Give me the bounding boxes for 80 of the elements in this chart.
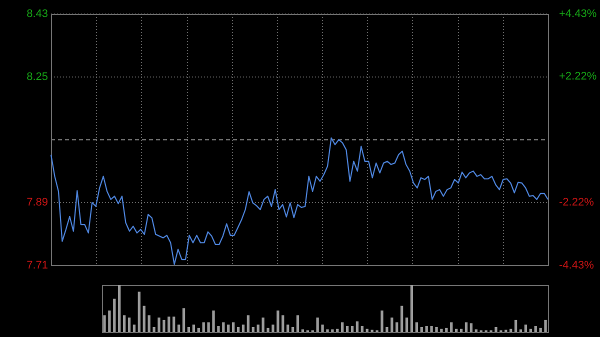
bar xyxy=(435,326,438,332)
bar xyxy=(132,324,136,332)
y2-tick-label: +2.22% xyxy=(559,70,597,83)
y2-tick-label: +4.43% xyxy=(559,8,597,20)
bar xyxy=(122,315,126,332)
bar xyxy=(331,329,334,332)
bar xyxy=(158,318,160,332)
bar xyxy=(440,328,443,332)
bar xyxy=(187,326,190,332)
bar xyxy=(514,320,518,332)
bar xyxy=(445,328,448,332)
bar xyxy=(396,322,398,332)
bar xyxy=(534,326,537,332)
y-tick-label: 7.89 xyxy=(26,196,48,209)
bar xyxy=(222,322,225,332)
y-tick-label: 7.71 xyxy=(26,259,48,272)
bar xyxy=(380,310,384,332)
bar xyxy=(172,316,176,332)
bar xyxy=(113,298,116,332)
bar xyxy=(108,310,111,332)
bar xyxy=(252,326,254,332)
bar xyxy=(142,306,146,332)
bar xyxy=(177,324,180,332)
bar xyxy=(168,316,170,332)
bar xyxy=(162,320,166,332)
bar xyxy=(152,326,156,332)
bar xyxy=(262,318,264,332)
bar xyxy=(296,315,300,332)
bar xyxy=(256,324,260,332)
bar xyxy=(276,310,280,332)
bar xyxy=(326,329,329,332)
bar xyxy=(197,328,200,332)
bar xyxy=(350,326,354,332)
y-tick-label: 8.25 xyxy=(26,70,48,83)
bar xyxy=(539,328,542,332)
bar xyxy=(103,315,106,332)
bar xyxy=(282,315,284,332)
bar xyxy=(316,318,319,332)
bar xyxy=(118,285,121,332)
bar xyxy=(242,324,245,332)
bar xyxy=(386,326,388,332)
y2-tick-label: -4.43% xyxy=(559,259,594,272)
y2-tick-label: -2.22% xyxy=(559,196,594,209)
bar xyxy=(341,322,344,332)
bar xyxy=(425,326,428,332)
bar xyxy=(470,323,473,332)
bar xyxy=(182,308,186,332)
bar xyxy=(128,318,131,332)
bar xyxy=(405,318,408,332)
bar xyxy=(266,328,270,332)
bar xyxy=(494,326,498,332)
bar xyxy=(227,324,230,332)
bar xyxy=(360,326,364,332)
bar xyxy=(464,322,468,332)
bar xyxy=(291,326,294,332)
bar xyxy=(430,326,433,332)
bar xyxy=(524,324,528,332)
bar xyxy=(246,315,250,332)
bar xyxy=(148,315,150,332)
bar xyxy=(544,320,547,332)
bar xyxy=(192,324,196,332)
y-tick-label: 8.43 xyxy=(26,8,48,20)
bar xyxy=(390,318,394,332)
bar xyxy=(272,324,274,332)
bar xyxy=(212,310,215,332)
bar xyxy=(321,324,324,332)
bar xyxy=(410,285,414,332)
bar xyxy=(286,324,290,332)
bar xyxy=(356,321,359,332)
bar xyxy=(346,326,349,332)
bar xyxy=(415,322,418,332)
bar xyxy=(420,326,423,332)
bar xyxy=(217,326,220,332)
bar xyxy=(232,322,235,332)
bar xyxy=(236,326,240,332)
bar xyxy=(138,292,140,332)
bar xyxy=(202,322,205,332)
bar xyxy=(207,322,210,332)
bar xyxy=(400,306,404,332)
bar xyxy=(450,322,453,332)
